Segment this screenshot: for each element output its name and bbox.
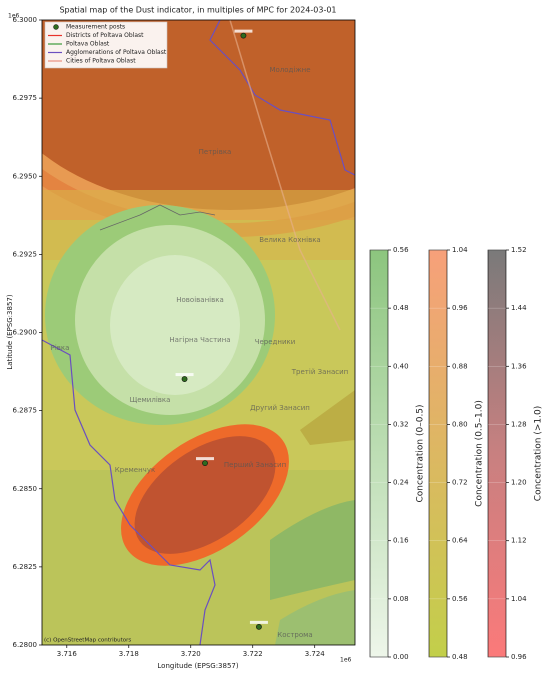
colorbar-tick-label: 0.16 [393, 537, 409, 545]
colorbar-tick-label: 0.88 [452, 362, 468, 370]
measurement-post [202, 460, 208, 467]
colorbar-tick-label: 0.40 [393, 362, 409, 370]
map-label: Третій Занасип [291, 368, 348, 376]
y-tick-label: 6.2925 [13, 250, 38, 258]
colorbar-tick-label: 0.56 [393, 246, 409, 254]
colorbar-label: Concentration (0–0.5) [416, 404, 426, 502]
colorbar-tick-label: 0.72 [452, 479, 468, 487]
post-label-box [249, 620, 268, 624]
map-label: Другий Занасип [250, 404, 310, 412]
map-label: Кострома [277, 631, 312, 639]
x-tick-label: 3.718 [119, 650, 139, 658]
y-tick-label: 6.2825 [13, 563, 38, 571]
colorbar [369, 249, 389, 658]
y-tick-label: 6.2975 [13, 94, 38, 102]
colorbar-tick-label: 1.04 [452, 246, 468, 254]
map-label: Петрівка [199, 148, 232, 156]
map: Молодіжне Петрівка Велика Кохнівка Новоіван… [42, 20, 355, 645]
x-tick-label: 3.716 [57, 650, 78, 658]
colorbar-tick-label: 1.04 [511, 595, 527, 603]
legend-label: Poltava Oblast [66, 41, 110, 48]
colorbar-tick-label: 0.56 [452, 595, 468, 603]
post-label-box [196, 457, 215, 461]
map-label: Кременчук [115, 466, 155, 474]
colorbar-tick-label: 0.48 [393, 304, 409, 312]
legend-label: Districts of Poltava Oblast [66, 32, 144, 39]
measurement-post [181, 376, 188, 382]
y-axis-label: Latitude (EPSG:3857) [6, 294, 14, 369]
y-tick-label: 6.2950 [13, 172, 38, 180]
colorbar-label: Concentration (>1.0) [534, 406, 544, 501]
map-label: Щемилівка [130, 396, 171, 404]
legend-label: Agglomerations of Poltava Oblast [66, 49, 167, 56]
colorbar-label: Concentration (0.5–1.0) [475, 400, 485, 507]
y-tick-label: 6.2850 [13, 485, 38, 493]
colorbar-tick-label: 1.36 [511, 362, 527, 370]
colorbar-tick-label: 0.08 [393, 595, 409, 603]
y-offset: 1e6 [8, 13, 20, 20]
post-label-box [234, 29, 253, 33]
x-axis-label: Longitude (EPSG:3857) [157, 662, 238, 670]
colorbar-tick-label: 1.28 [511, 420, 527, 428]
colorbar-tick-label: 1.12 [511, 537, 527, 545]
map-label: Нагірна Частина [169, 336, 230, 344]
colorbar-tick-label: 1.44 [511, 304, 527, 312]
colorbar-tick-label: 1.20 [511, 479, 527, 487]
x-tick-label: 3.724 [305, 650, 326, 658]
map-label: Чередники [255, 338, 296, 346]
colorbar-tick-label: 0.48 [452, 653, 468, 661]
measurement-post [240, 32, 247, 39]
map-label: Рівка [51, 344, 70, 352]
title: Spatial map of the Dust indicator, in mu… [59, 6, 336, 15]
attribution: (c) OpenStreetMap contributors [44, 638, 131, 644]
map-label: Перший Занасип [224, 461, 286, 469]
colorbar-tick-label: 0.00 [393, 653, 409, 661]
colorbar-tick-label: 1.52 [511, 246, 527, 254]
x-tick-label: 3.722 [243, 650, 263, 658]
y-tick-label: 6.3000 [13, 16, 38, 24]
measurement-post [256, 623, 262, 630]
x-offset: 1e6 [340, 657, 352, 664]
colorbar-tick-label: 0.80 [452, 420, 468, 428]
colorbar-tick-label: 0.96 [511, 653, 527, 661]
colorbar-tick-label: 0.32 [393, 420, 409, 428]
map-label: Молодіжне [269, 66, 310, 74]
y-tick-label: 6.2800 [13, 641, 38, 649]
colorbar [487, 249, 507, 658]
legend-label: Measurement posts [66, 24, 125, 31]
post-label-box [175, 373, 194, 377]
map-label: Велика Кохнівка [259, 236, 320, 244]
legend [44, 21, 168, 69]
y-tick-label: 6.2875 [13, 407, 38, 415]
y-tick-label: 6.2900 [13, 329, 38, 337]
legend-label: Cities of Poltava Oblast [66, 58, 136, 65]
map-label: Новоіванівка [176, 296, 223, 304]
legend-marker [53, 24, 59, 30]
colorbar-tick-label: 0.96 [452, 304, 468, 312]
colorbar-tick-label: 0.24 [393, 479, 409, 487]
colorbar-tick-label: 0.64 [452, 537, 468, 545]
colorbar [428, 249, 448, 658]
x-tick-label: 3.720 [181, 650, 201, 658]
